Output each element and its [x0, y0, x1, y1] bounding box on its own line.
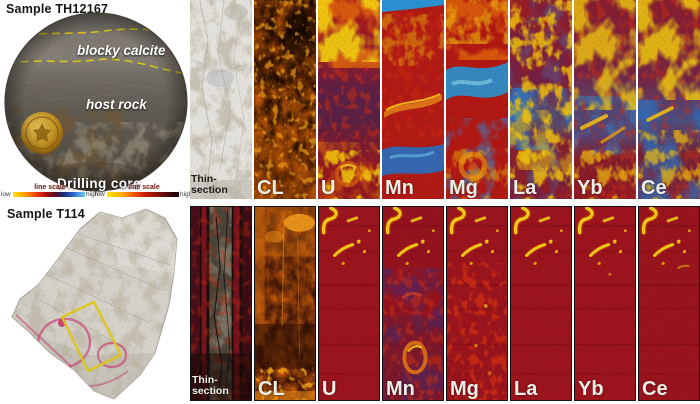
panel-label: Thin-section — [192, 374, 229, 397]
la-map-image — [510, 0, 572, 199]
panel-yb-t114: Yb — [574, 206, 636, 401]
mg-map-image — [447, 207, 507, 400]
panel-label: Ce — [641, 177, 667, 199]
panel-label: Yb — [577, 177, 603, 199]
panel-label: U — [322, 378, 337, 400]
panel-ce-th12167: Ce — [638, 0, 700, 199]
panel-label: Mn — [385, 177, 414, 199]
cl-image — [255, 207, 315, 400]
colorbar-right-low-label: low — [95, 191, 105, 198]
panel-label: Mg — [449, 177, 478, 199]
colorbar-right-high-label: high — [180, 191, 193, 198]
u-map-image — [318, 0, 380, 199]
panel-u-th12167: U — [318, 0, 380, 199]
mg-map-image — [446, 0, 508, 199]
yb-map-image — [575, 207, 635, 400]
colorbar-right-gradient — [107, 192, 179, 197]
panel-label: CL — [258, 378, 285, 400]
panel-la-t114: La — [510, 206, 572, 401]
panel-yb-th12167: Yb — [574, 0, 636, 199]
panel-label: Mg — [450, 378, 479, 400]
mn-map-image — [382, 0, 444, 199]
colorbar-left-gradient — [13, 192, 85, 197]
yb-map-image — [574, 0, 636, 199]
sample-title-th12167: Sample TH12167 — [6, 2, 109, 16]
panel-thinsection-t114: Thin-section — [190, 206, 252, 401]
ce-map-image — [638, 0, 700, 199]
panel-la-th12167: La — [510, 0, 572, 199]
thin-section-image — [191, 207, 251, 400]
colorbar-left-title: line scale — [34, 184, 66, 191]
annotation-host-rock: host rock — [86, 97, 147, 112]
annotation-blocky-calcite: blocky calcite — [77, 43, 166, 58]
sample-title-t114: Sample T114 — [7, 207, 85, 221]
drilling-core-photo — [4, 12, 188, 192]
colorbar-left-high-label: high — [86, 191, 99, 198]
hand-sample-photo-t114 — [11, 208, 178, 400]
panel-label: La — [513, 177, 537, 199]
panel-row-t114: Thin-section CL — [190, 206, 700, 401]
colorbar-left-low-label: low — [1, 191, 11, 198]
cl-image — [254, 0, 316, 199]
thin-section-image — [190, 0, 252, 199]
drilling-core-caption: Drilling core — [57, 176, 141, 191]
panel-mg-th12167: Mg — [446, 0, 508, 199]
panel-u-t114: U — [318, 206, 380, 401]
panel-label: Thin-section — [191, 173, 228, 196]
panel-label: Ce — [642, 378, 668, 400]
u-map-image — [319, 207, 379, 400]
panel-mn-th12167: Mn — [382, 0, 444, 199]
panel-row-th12167: Thin-section CL — [190, 0, 700, 199]
mn-map-image — [383, 207, 443, 400]
panel-mg-t114: Mg — [446, 206, 508, 401]
la-map-image — [511, 207, 571, 400]
colorbar-right-title: line scale — [128, 184, 160, 191]
panel-mn-t114: Mn — [382, 206, 444, 401]
panel-cl-th12167: CL — [254, 0, 316, 199]
panel-ce-t114: Ce — [638, 206, 700, 401]
panel-cl-t114: CL — [254, 206, 316, 401]
panel-label: Mn — [386, 378, 415, 400]
panel-label: La — [514, 378, 538, 400]
panel-label: Yb — [578, 378, 604, 400]
panel-label: U — [321, 177, 336, 199]
panel-thinsection-th12167: Thin-section — [190, 0, 252, 199]
ce-map-image — [639, 207, 699, 400]
panel-label: CL — [257, 177, 284, 199]
